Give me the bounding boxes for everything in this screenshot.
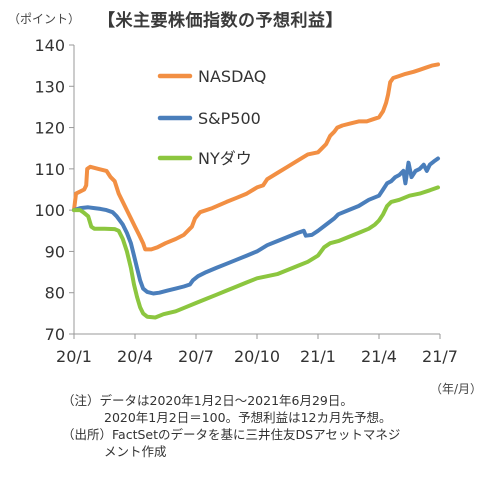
y-tick-label: 130 (34, 77, 65, 96)
x-axis-unit-label: （年/月） (430, 382, 483, 396)
y-tick-label: 90 (45, 242, 65, 261)
legend-label: S&P500 (198, 109, 261, 128)
x-tick-label: 21/1 (300, 347, 336, 366)
x-tick-label: 20/10 (234, 347, 280, 366)
series-line (72, 156, 440, 296)
y-axis-unit-label: （ポイント） (8, 12, 81, 26)
series-line (72, 185, 440, 320)
footnote-source-cont: メント作成 (104, 444, 167, 459)
x-tick-label: 21/7 (422, 347, 458, 366)
legend-label: NASDAQ (198, 67, 266, 86)
series-line (72, 62, 440, 252)
y-tick-label: 100 (34, 201, 65, 220)
footnote-source: （出所）FactSetのデータを基に三井住友DSアセットマネジ (62, 427, 401, 442)
x-tick-label: 20/4 (117, 347, 153, 366)
legend-label: NYダウ (198, 149, 252, 168)
y-tick-label: 70 (45, 325, 65, 344)
earnings-line-chart: 70 80 90 100 110 120 130 140 20/1 20/4 20/7 20/10 21… (34, 36, 458, 366)
y-tick-label: 140 (34, 36, 65, 55)
x-tick-label: 20/1 (56, 347, 92, 366)
footnote-base: 2020年1月2日＝100。予想利益は12カ月先予想。 (104, 410, 392, 425)
footnote-period: （注）データは2020年1月2日～2021年6月29日。 (62, 393, 353, 408)
x-tick-label: 21/4 (361, 347, 397, 366)
x-tick-label: 20/7 (178, 347, 214, 366)
footnotes: （注）データは2020年1月2日～2021年6月29日。 2020年1月2日＝1… (62, 392, 400, 460)
y-tick-label: 120 (34, 119, 65, 138)
y-tick-label: 110 (34, 160, 65, 179)
chart-title: 【米主要株価指数の予想利益】 (98, 11, 343, 31)
y-tick-label: 80 (45, 284, 65, 303)
